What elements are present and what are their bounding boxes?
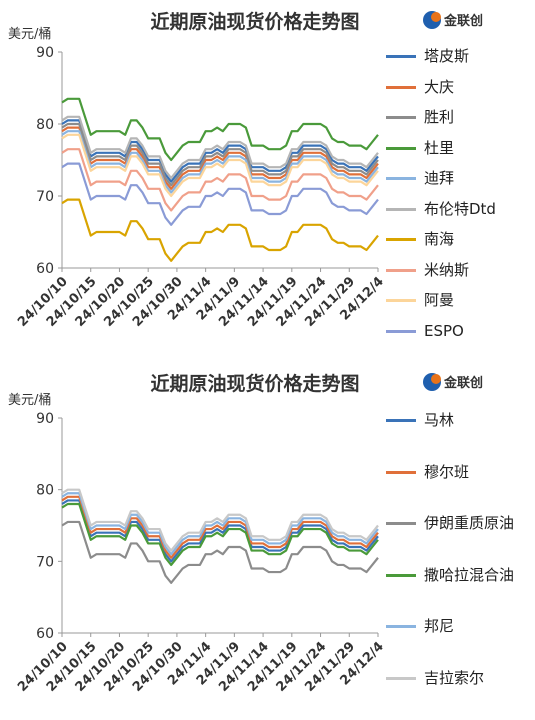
legend-item: 马林 [386, 408, 516, 432]
series-line [61, 495, 379, 559]
legend-label: 杜里 [424, 138, 455, 157]
logo-icon [431, 374, 441, 384]
series-line [61, 126, 379, 190]
legend-label: 大庆 [424, 77, 455, 96]
legend-item: 伊朗重质原油 [386, 511, 516, 535]
legend-label: 迪拜 [424, 169, 455, 187]
legend-swatch [386, 85, 416, 89]
legend-swatch [386, 146, 416, 150]
legend-item: 撒哈拉混合油 [386, 563, 516, 587]
legend-swatch [386, 419, 416, 422]
y-tick-label: 60 [36, 261, 54, 277]
series-line [61, 520, 379, 584]
series-line [61, 97, 379, 162]
chart-title: 近期原油现货价格走势图 [150, 10, 359, 33]
series-line [61, 502, 379, 567]
y-tick-label: 60 [36, 626, 54, 642]
legend-swatch [386, 238, 416, 241]
logo-text: 金联创 [443, 13, 483, 29]
legend-item: 布伦特Dtd [386, 197, 516, 221]
legend-item: 阿曼 [386, 288, 516, 312]
legend-swatch [386, 625, 416, 628]
legend-label: 马林 [424, 411, 455, 429]
legend-swatch [386, 207, 416, 211]
series-line [61, 115, 379, 180]
series-line [61, 119, 379, 183]
legend-item: 穆尔班 [386, 460, 516, 484]
y-tick-label: 90 [36, 411, 54, 427]
legend-swatch [386, 676, 416, 680]
legend-swatch [386, 573, 416, 577]
y-axis-label: 美元/桶 [8, 27, 51, 42]
y-tick-label: 70 [36, 189, 54, 205]
chart-title: 近期原油现货价格走势图 [150, 372, 359, 395]
logo-icon [431, 12, 441, 22]
logo-text: 金联创 [443, 375, 483, 391]
legend-item: 米纳斯 [386, 258, 516, 282]
legend-label: 南海 [424, 230, 455, 248]
series-line [61, 488, 379, 552]
legend-item: 塔皮斯 [386, 44, 516, 68]
legend-item: 迪拜 [386, 166, 516, 190]
series-line [61, 133, 379, 198]
y-tick-label: 80 [36, 117, 54, 133]
legend-swatch [386, 55, 416, 58]
series-line [61, 499, 379, 563]
legend-label: 吉拉索尔 [424, 668, 485, 687]
legend-item: 大庆 [386, 75, 516, 99]
legend-label: 塔皮斯 [424, 47, 470, 65]
series-line [61, 198, 379, 262]
legend-swatch [386, 116, 416, 119]
legend-swatch [386, 177, 416, 180]
legend-label: 阿曼 [424, 291, 455, 309]
y-tick-label: 70 [36, 554, 54, 570]
legend-item: ESPO [386, 319, 516, 343]
y-axis-label: 美元/桶 [8, 393, 51, 408]
legend-label: 胜利 [424, 108, 455, 126]
legend-swatch [386, 470, 416, 474]
legend-swatch [386, 329, 416, 333]
legend-item: 邦尼 [386, 614, 516, 638]
legend-item: 吉拉索尔 [386, 666, 516, 690]
y-tick-label: 90 [36, 45, 54, 61]
legend-label: 撒哈拉混合油 [424, 565, 515, 584]
series-line [61, 492, 379, 556]
series-line [61, 130, 379, 194]
legend-label: 邦尼 [424, 617, 455, 635]
legend-item: 胜利 [386, 105, 516, 129]
legend-item: 南海 [386, 227, 516, 251]
legend-swatch [386, 299, 416, 302]
legend-label: 布伦特Dtd [424, 199, 496, 218]
series-line [61, 148, 379, 212]
y-tick-label: 80 [36, 483, 54, 499]
legend-item: 杜里 [386, 136, 516, 160]
legend-label: ESPO [424, 321, 464, 340]
legend-label: 米纳斯 [424, 260, 470, 279]
series-line [61, 162, 379, 226]
legend-swatch [386, 268, 416, 272]
series-line [61, 122, 379, 187]
legend-label: 穆尔班 [424, 462, 470, 481]
legend-swatch [386, 522, 416, 525]
legend-label: 伊朗重质原油 [424, 514, 515, 532]
